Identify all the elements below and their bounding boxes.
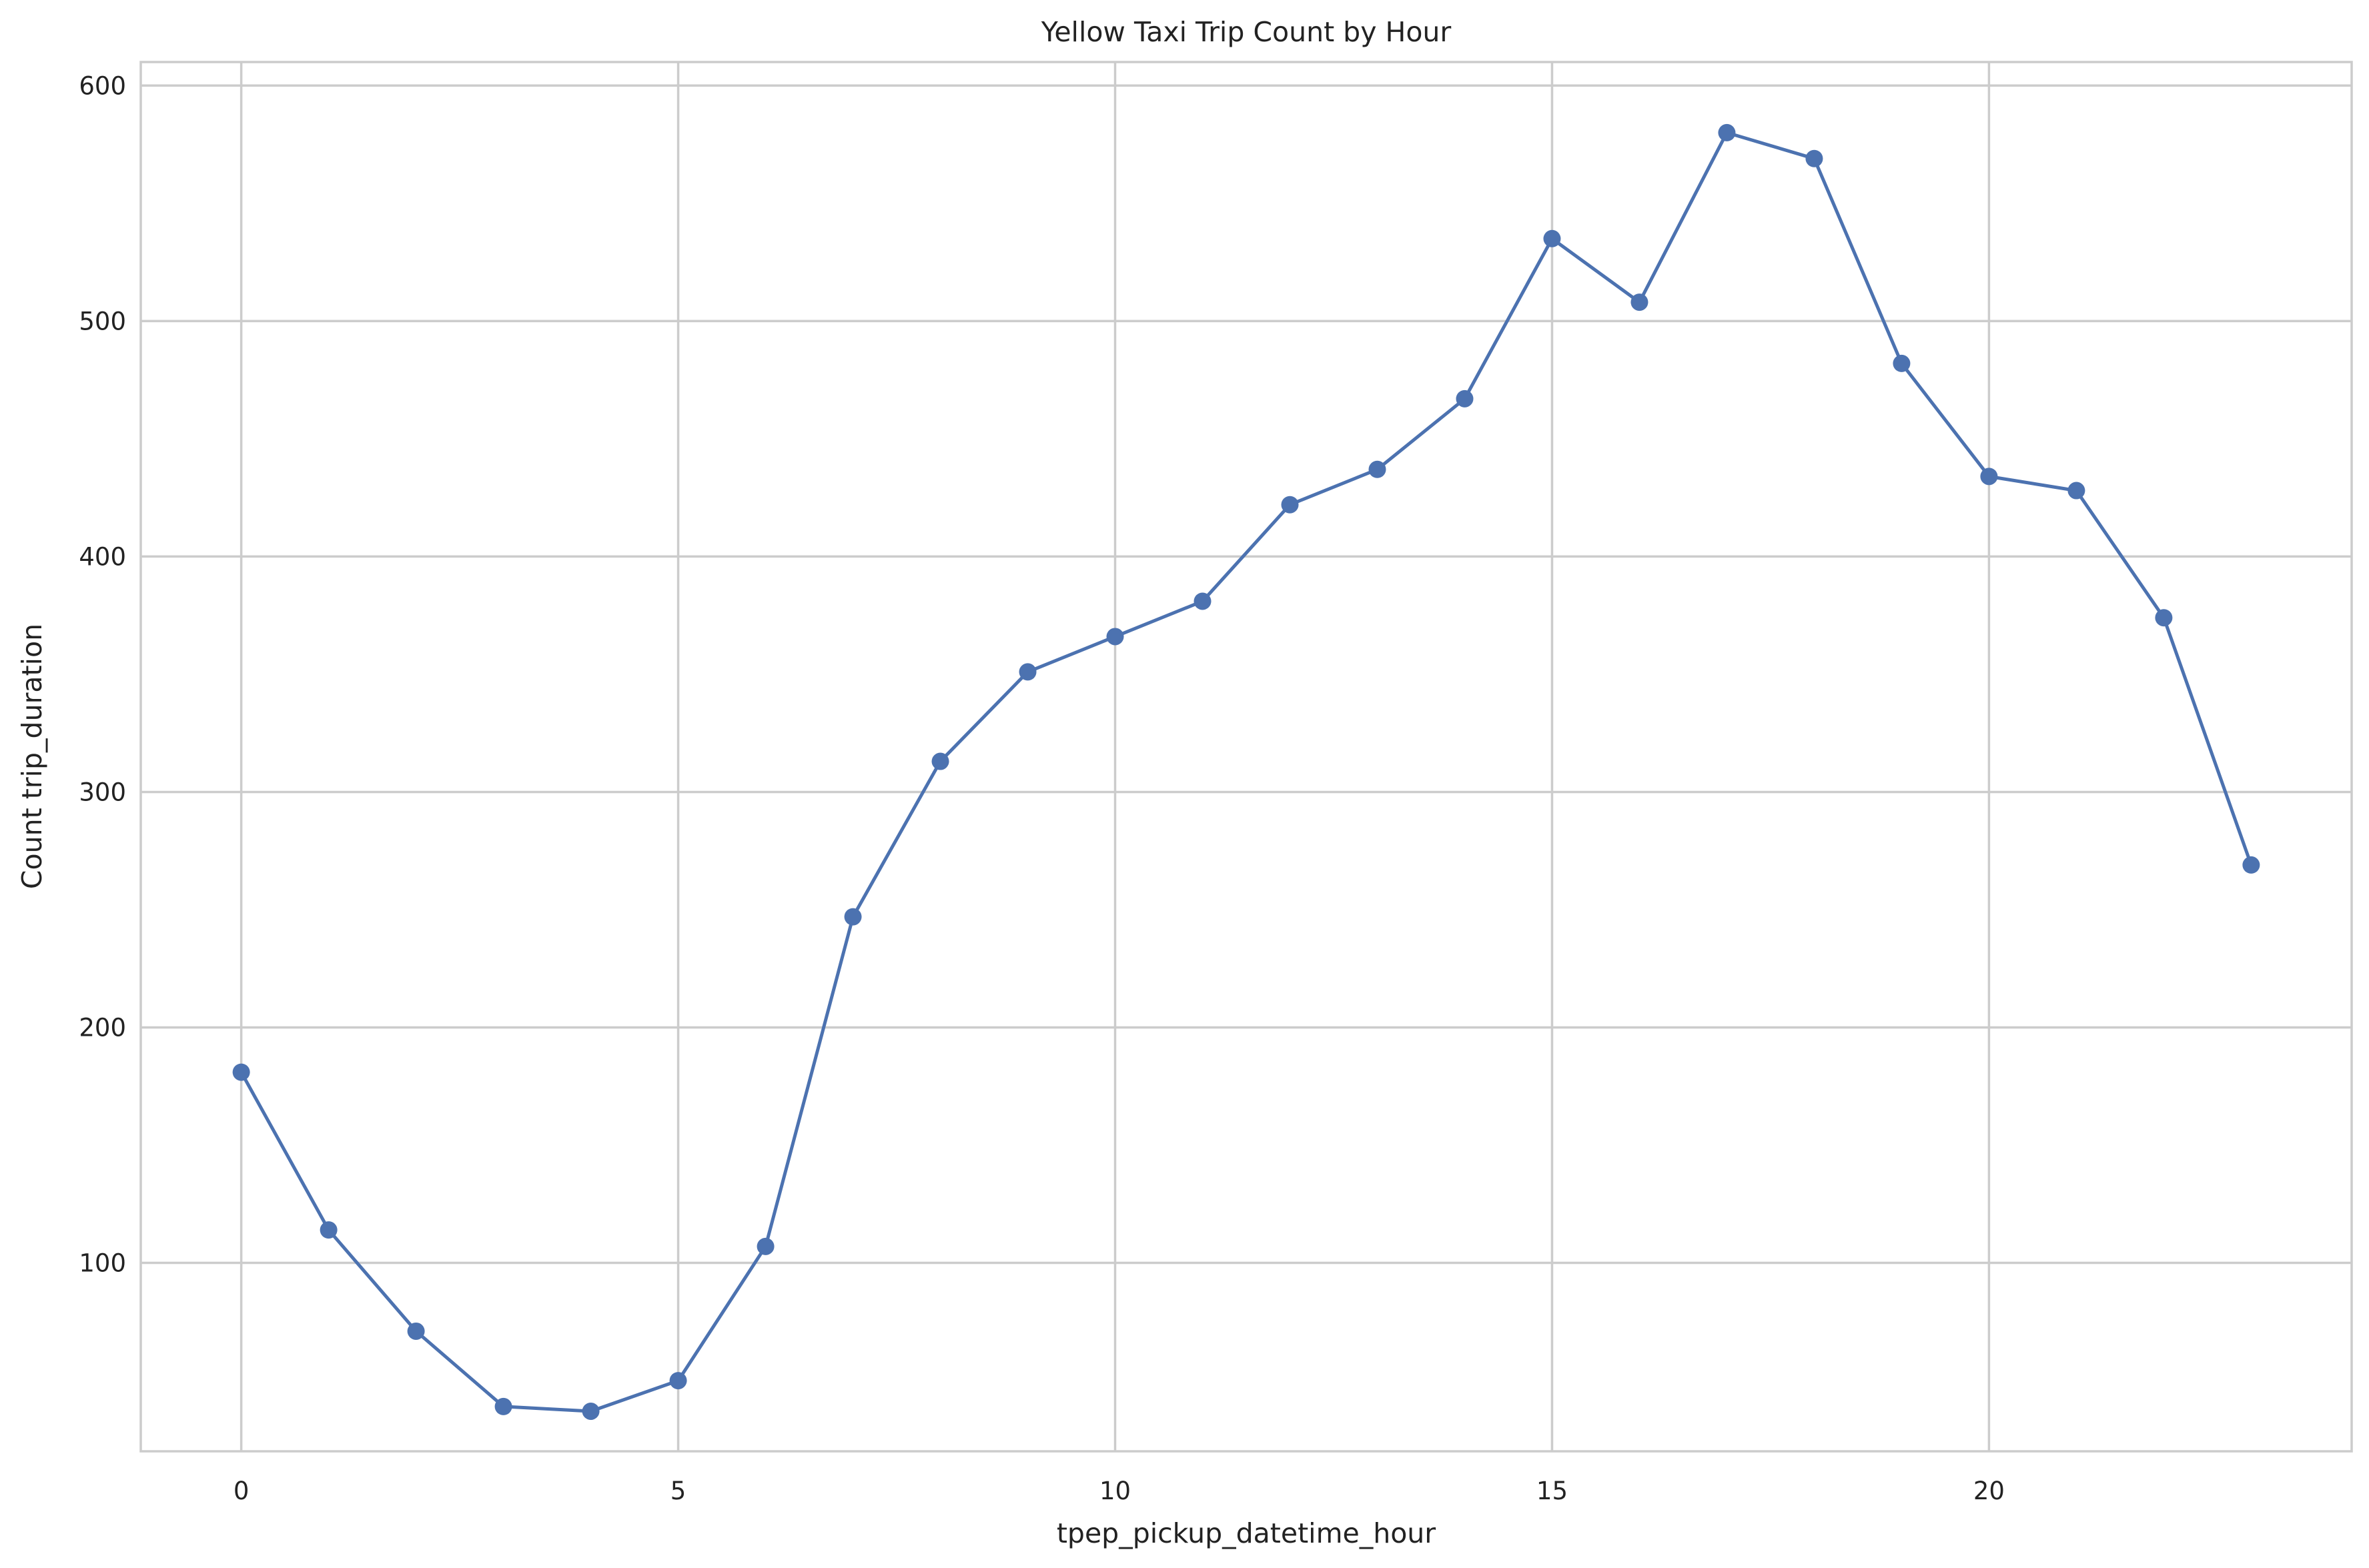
data-point [2067,482,2085,500]
x-axis-label: tpep_pickup_datetime_hour [1057,1517,1436,1549]
x-tick-label: 10 [1099,1477,1131,1505]
x-tick-label: 0 [233,1477,250,1505]
data-point [320,1221,338,1239]
data-point [2242,856,2260,874]
data-point [232,1063,250,1081]
plot-area-frame [139,61,2353,1453]
y-tick-label: 100 [79,1249,126,1278]
x-tick-label: 5 [670,1477,686,1505]
data-point [1281,496,1299,514]
data-point [1106,628,1124,646]
data-point [1980,468,1998,486]
data-point [1194,592,1212,610]
x-tick-labels: 0 5 10 15 20 [233,1477,2005,1505]
y-tick-labels: 100 200 300 400 500 600 [79,71,126,1277]
data-point [1893,354,1911,372]
data-point [494,1397,512,1415]
y-tick-label: 200 [79,1014,126,1042]
x-tick-label: 20 [1973,1477,2005,1505]
data-point [1019,663,1037,681]
y-axis-label: Count trip_duration [16,624,48,889]
chart-title: Yellow Taxi Trip Count by Hour [1041,16,1452,48]
data-point [1630,293,1648,311]
y-tick-label: 400 [79,542,126,571]
data-point [844,908,862,926]
data-point [1718,123,1736,141]
grid-lines [141,62,2352,1451]
data-point [1456,389,1474,408]
x-tick-label: 15 [1536,1477,1568,1505]
data-point [1543,229,1561,247]
data-point [1805,149,1823,167]
data-point [2155,609,2173,627]
y-tick-label: 500 [79,307,126,335]
series-layer [232,123,2260,1420]
data-point [407,1322,425,1340]
data-point [1368,460,1386,478]
y-tick-label: 600 [79,71,126,100]
data-point [931,752,949,770]
data-point [669,1372,687,1390]
series-line [240,131,2253,1413]
data-point [582,1402,600,1420]
data-point [757,1237,775,1255]
y-tick-label: 300 [79,778,126,806]
